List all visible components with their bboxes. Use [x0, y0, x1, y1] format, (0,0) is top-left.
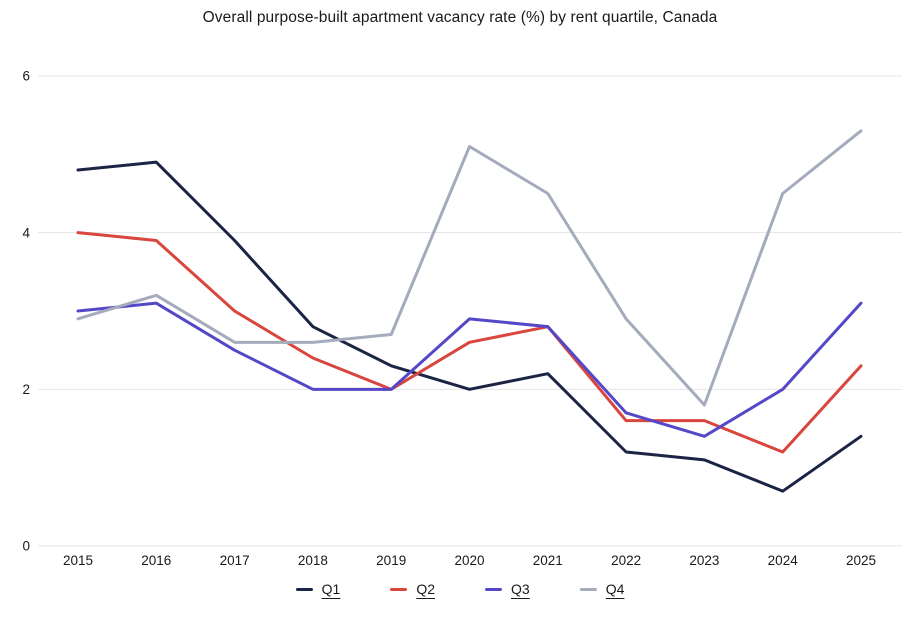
x-axis-tick-2022: 2022 — [611, 553, 641, 568]
x-axis-tick-2019: 2019 — [376, 553, 406, 568]
legend-label-q2[interactable]: Q2 — [416, 581, 435, 597]
x-axis-tick-2016: 2016 — [141, 553, 171, 568]
x-axis-tick-2021: 2021 — [533, 553, 563, 568]
series-line-q4 — [76, 129, 863, 407]
chart-legend: Q1 Q2 Q3 Q4 — [0, 581, 920, 597]
x-axis-tick-2020: 2020 — [454, 553, 484, 568]
legend-label-q3[interactable]: Q3 — [511, 581, 530, 597]
legend-item-q2[interactable]: Q2 — [390, 581, 435, 597]
legend-item-q4[interactable]: Q4 — [579, 581, 625, 597]
y-axis-tick-2: 2 — [22, 382, 30, 397]
q2-line-swatch-icon — [390, 587, 408, 591]
series-line-q2 — [76, 231, 863, 454]
x-axis-tick-2025: 2025 — [846, 553, 876, 568]
y-axis-tick-0: 0 — [22, 539, 30, 554]
legend-label-q1[interactable]: Q1 — [321, 581, 341, 597]
q4-line-swatch-icon — [579, 587, 597, 591]
q3-line-swatch-icon — [485, 587, 502, 591]
x-axis-tick-2024: 2024 — [768, 553, 799, 568]
series-line-q1 — [76, 160, 863, 493]
line-chart-plot-area: 0 2 4 6 2015 2016 2017 2018 2019 2020 2021 2022 2023… — [22, 69, 902, 568]
q1-line-swatch-icon — [295, 587, 313, 591]
series-line-q3 — [76, 301, 863, 438]
y-axis-tick-6: 6 — [22, 69, 30, 84]
chart-title: Overall purpose-built apartment vacancy … — [202, 9, 718, 26]
x-axis-tick-2023: 2023 — [689, 553, 719, 568]
legend-item-q1[interactable]: Q1 — [295, 581, 341, 597]
x-axis-tick-2017: 2017 — [220, 553, 250, 568]
x-axis-tick-2018: 2018 — [298, 553, 328, 568]
legend-item-q3[interactable]: Q3 — [485, 581, 530, 597]
x-axis-tick-2015: 2015 — [63, 553, 93, 568]
legend-label-q4[interactable]: Q4 — [605, 581, 625, 597]
y-axis-tick-4: 4 — [22, 225, 30, 240]
